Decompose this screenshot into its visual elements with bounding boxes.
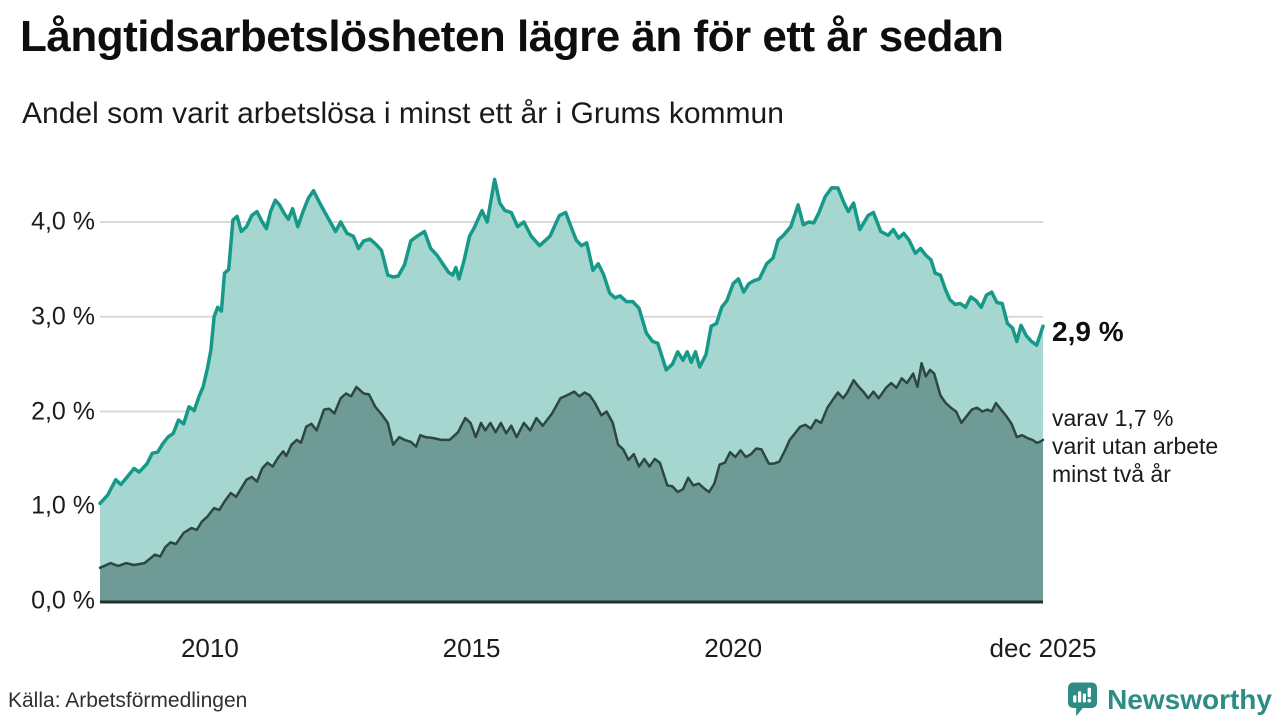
x-tick-label: 2015 — [442, 633, 501, 663]
source-credit: Källa: Arbetsförmedlingen — [8, 689, 248, 712]
two-year-note-line: minst två år — [1052, 461, 1171, 487]
series-line-1 — [98, 361, 1045, 570]
page-subtitle: Andel som varit arbetslösa i minst ett å… — [22, 97, 784, 130]
y-tick-label: 0,0 % — [31, 586, 95, 615]
y-tick-label: 2,0 % — [31, 397, 95, 425]
newsworthy-bubble-chart-icon — [1068, 682, 1098, 717]
x-tick-label: 2010 — [180, 633, 239, 663]
y-tick-label: 4,0 % — [31, 207, 95, 236]
series-line-0 — [98, 177, 1045, 506]
newsworthy-logo: Newsworthy — [1067, 682, 1272, 717]
brand-text: Newsworthy — [1107, 683, 1272, 715]
series-area-1 — [100, 363, 1043, 601]
latest-value-label: 2,9 % — [1052, 316, 1124, 347]
page-title: Långtidsarbetslösheten lägre än för ett … — [20, 12, 1004, 61]
two-year-note-line: varav 1,7 % — [1052, 405, 1174, 431]
speech-bubble-shape — [1068, 682, 1098, 717]
y-tick-label: 1,0 % — [31, 491, 95, 520]
two-year-note-line: varit utan arbete — [1052, 433, 1219, 459]
two-year-note: varav 1,7 % varit utan arbete minst två … — [1052, 404, 1218, 488]
x-tick-label: 2020 — [704, 633, 763, 663]
y-tick-label: 3,0 % — [31, 302, 95, 331]
x-tick-label: dec 2025 — [989, 633, 1097, 663]
